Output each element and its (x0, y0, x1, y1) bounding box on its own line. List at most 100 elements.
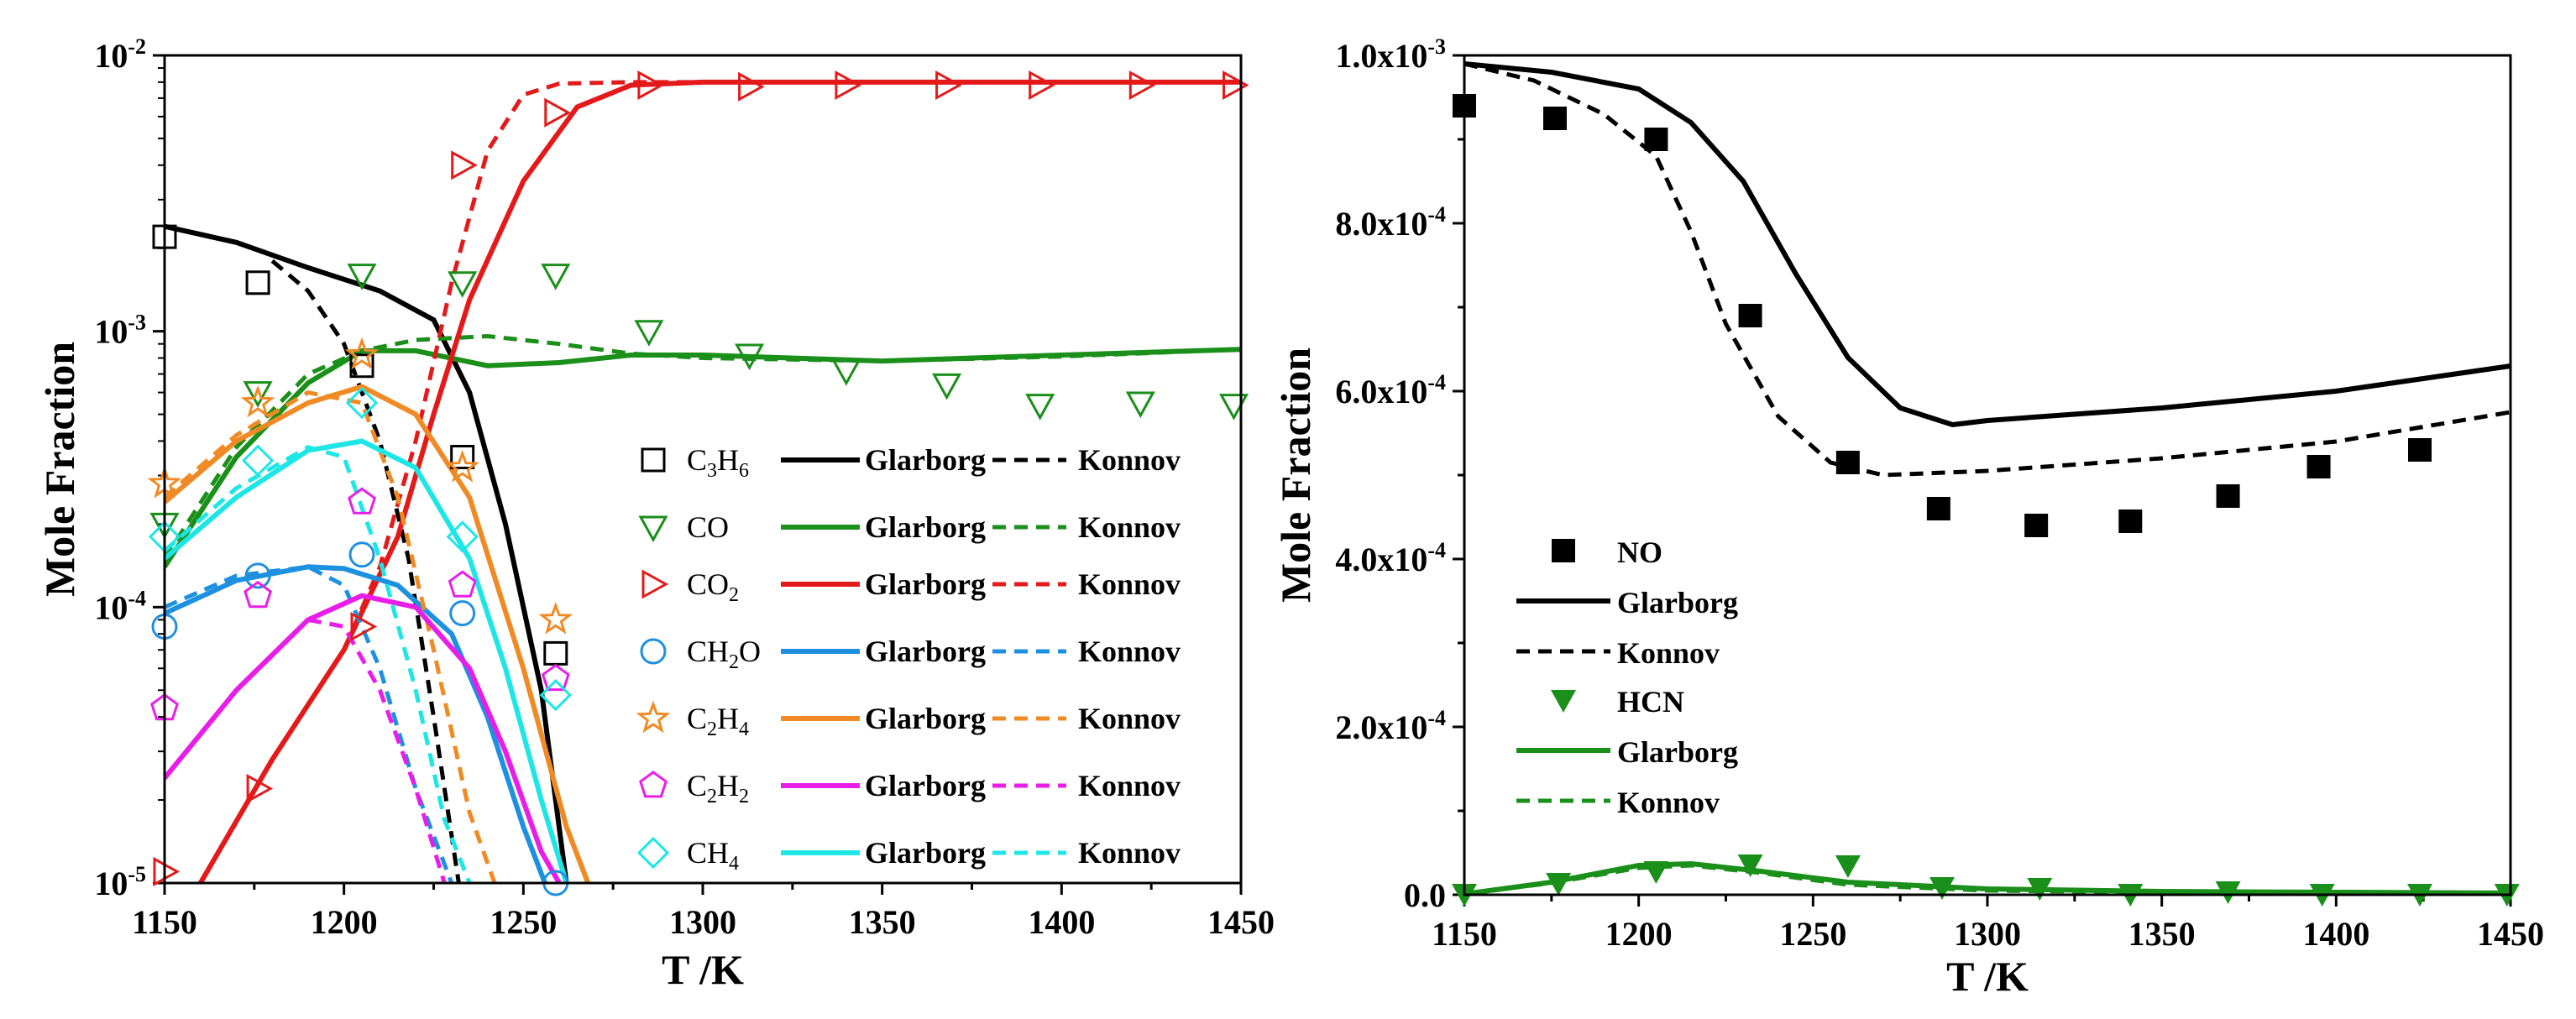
ch2o-glarborg-line (165, 564, 547, 883)
ch2o-exp-marker (348, 541, 375, 568)
no-exp-marker (2118, 510, 2143, 533)
right-legend-text: Konnov (1617, 636, 1720, 670)
ch2o-exp-marker (449, 600, 476, 627)
hcn-exp-marker (1643, 861, 1669, 884)
legend-label-part: CH (687, 836, 729, 870)
legend-label-part: H (717, 443, 739, 477)
c3h6-legend-konnov-text: Konnov (1078, 443, 1181, 477)
c2h2-exp-marker (243, 580, 273, 609)
legend-label-part: 2 (729, 584, 739, 606)
right-x-tick-label: 1450 (2477, 915, 2544, 953)
left-y-tick-exp: -2 (128, 34, 146, 59)
c2h2-legend-marker (639, 771, 668, 798)
legend-label-part: 2 (707, 719, 717, 740)
ch2o-exp-marker (244, 562, 271, 589)
no-exp-marker (1926, 497, 1950, 520)
left-y-tick-label: 10-4 (94, 586, 146, 626)
ch4-legend-glarborg-text: Glarborg (865, 836, 986, 870)
hcn-exp-marker (2027, 878, 2053, 901)
legend-label-part: 2 (707, 786, 717, 807)
ch4-exp-marker (446, 520, 479, 553)
no-exp-marker (1542, 107, 1567, 130)
right-y-tick-mantissa: 8.0x10 (1335, 205, 1427, 243)
co-legend-label: CO (687, 510, 729, 544)
c2h2-legend-label: C2H2 (687, 769, 749, 807)
co-legend-konnov-text: Konnov (1078, 510, 1181, 544)
left-y-tick-base: 10 (94, 588, 128, 626)
co-legend-glarborg-text: Glarborg (865, 510, 986, 544)
ch2o-konnov-line (165, 564, 454, 883)
c3h6-legend-marker (641, 447, 666, 473)
co-exp-marker (932, 373, 962, 400)
right-legend-text: Konnov (1617, 786, 1720, 819)
right-legend-marker (1551, 690, 1576, 713)
right-y-tick-label: 8.0x10-4 (1335, 202, 1446, 243)
right-chart-panel: 1150 1200 1250 1300 1350 1400 14500.02.0x10-44… (1272, 34, 2544, 1000)
c3h6-konnov-line (270, 259, 461, 883)
left-x-tick-label: 1150 (132, 903, 197, 941)
co2-exp-marker (738, 71, 765, 102)
c2h2-glarborg-line (165, 593, 562, 883)
legend-label-part: H (717, 769, 739, 802)
c3h6-legend-label: C3H6 (687, 443, 749, 482)
hcn-exp-marker (1737, 854, 1763, 877)
right-y-tick-label: 0.0 (1404, 876, 1446, 914)
right-y-tick-mantissa: 4.0x10 (1335, 541, 1427, 578)
left-chart-panel: 1150 1200 1250 1300 1350 1400 145010-510-410-3… (36, 34, 1275, 993)
co-exp-marker (541, 264, 571, 290)
right-x-tick-label: 1300 (1954, 915, 2021, 953)
ch4-exp-marker (241, 444, 275, 477)
legend-label-part: O (739, 635, 761, 668)
co2-legend-konnov-text: Konnov (1078, 567, 1181, 601)
c2h2-legend-glarborg-text: Glarborg (865, 769, 986, 802)
right-y-tick-mantissa: 6.0x10 (1335, 373, 1427, 410)
co-exp-marker (1218, 394, 1249, 421)
co-exp-marker (243, 381, 273, 408)
c2h4-exp-marker (445, 449, 480, 483)
left-y-tick-exp: -4 (128, 586, 146, 610)
hcn-exp-marker (2215, 881, 2241, 904)
c3h6-legend-glarborg-text: Glarborg (865, 443, 986, 477)
co2-exp-marker (935, 70, 962, 101)
right-x-tick-label: 1200 (1605, 915, 1673, 953)
co-exp-marker (448, 271, 478, 298)
legend-label-part: H (717, 702, 739, 735)
co2-exp-marker (350, 611, 378, 642)
left-x-tick-label: 1400 (1028, 903, 1095, 941)
no-exp-marker (1644, 128, 1668, 151)
c2h4-legend-label: C2H4 (687, 702, 749, 740)
c3h6-glarborg-line (165, 223, 569, 883)
right-y-tick-exp: -4 (1427, 370, 1446, 395)
legend-label-part: CO (687, 510, 729, 544)
c3h6-exp-marker (245, 270, 270, 295)
c2h2-exp-marker (541, 663, 570, 692)
c2h4-legend-konnov-text: Konnov (1078, 702, 1181, 735)
right-y-tick-label: 6.0x10-4 (1335, 370, 1446, 410)
ch2o-legend-marker (640, 638, 667, 665)
co-exp-marker (347, 264, 377, 290)
left-y-tick-base: 10 (94, 37, 128, 75)
left-y-tick-label: 10-2 (94, 34, 146, 75)
right-x-tick-label: 1350 (2128, 915, 2196, 953)
co-exp-marker (735, 343, 765, 371)
no-exp-marker (2408, 438, 2432, 462)
co2-legend-glarborg-text: Glarborg (865, 567, 986, 601)
no-exp-marker (2306, 455, 2331, 478)
ch2o-legend-konnov-text: Konnov (1078, 635, 1181, 668)
right-y-tick-exp: -4 (1427, 202, 1446, 227)
left-plot-area (165, 79, 1241, 883)
legend-label-part: 4 (739, 719, 749, 740)
co2-legend-marker (641, 569, 669, 599)
left-x-tick-label: 1350 (849, 903, 916, 941)
hcn-exp-marker (1546, 873, 1572, 896)
legend-label-part: 6 (739, 460, 749, 482)
c2h4-glarborg-line (165, 384, 591, 883)
right-y-tick-mantissa: 2.0x10 (1335, 708, 1427, 746)
co-exp-marker (1125, 391, 1155, 419)
co2-exp-marker (1223, 70, 1249, 101)
right-y-tick-mantissa: 1.0x10 (1335, 37, 1427, 75)
right-plot-frame (1463, 54, 2512, 896)
c2h4-exp-marker (344, 337, 380, 370)
ch4-legend-konnov-text: Konnov (1078, 836, 1181, 870)
